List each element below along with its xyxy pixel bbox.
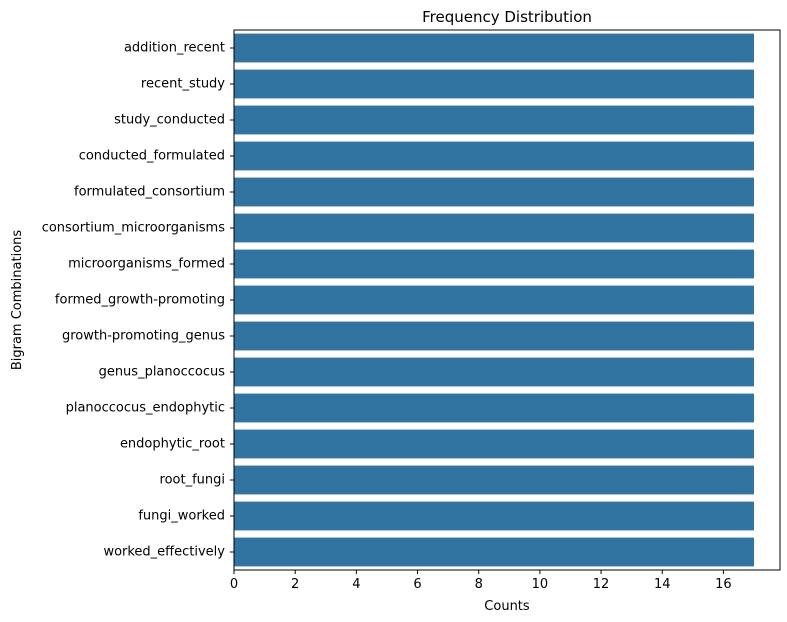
bar-addition_recent <box>234 33 754 63</box>
y-tick-label: consortium_microorganisms <box>42 221 226 236</box>
y-axis-label: Bigram Combinations <box>10 230 25 371</box>
y-tick-label: fungi_worked <box>138 509 225 524</box>
chart-title: Frequency Distribution <box>422 8 592 26</box>
bar-conducted_formulated <box>234 141 754 171</box>
y-tick-label: worked_effectively <box>103 545 225 560</box>
x-tick-group: 0 2 4 6 8 10 12 14 16 <box>230 570 732 592</box>
bars-group <box>234 33 754 567</box>
y-tick-label: planoccocus_endophytic <box>66 401 225 416</box>
bar-recent_study <box>234 69 754 99</box>
y-tick-label: growth-promoting_genus <box>62 329 225 344</box>
y-tick-label: conducted_formulated <box>79 149 225 164</box>
x-tick-label: 12 <box>593 577 610 592</box>
x-tick-label: 10 <box>532 577 549 592</box>
y-tick-group: addition_recent recent_study study_conduct… <box>42 41 234 560</box>
bar-study_conducted <box>234 105 754 135</box>
bar-genus_planoccocus <box>234 357 754 387</box>
bar-growth-promoting_genus <box>234 321 754 351</box>
bar-fungi_worked <box>234 501 754 531</box>
x-tick-label: 4 <box>352 577 360 592</box>
bar-consortium_microorganisms <box>234 213 754 243</box>
bar-planoccocus_endophytic <box>234 393 754 423</box>
bar-formed_growth-promoting <box>234 285 754 315</box>
y-tick-label: endophytic_root <box>120 437 225 452</box>
x-tick-label: 16 <box>715 577 732 592</box>
y-tick-label: formulated_consortium <box>74 185 225 200</box>
plot-frame <box>233 29 781 571</box>
x-tick-label: 14 <box>654 577 671 592</box>
bar-microorganisms_formed <box>234 249 754 279</box>
y-tick-label: addition_recent <box>124 41 225 56</box>
y-tick-label: genus_planoccocus <box>99 365 226 380</box>
x-tick-label: 8 <box>475 577 483 592</box>
bar-root_fungi <box>234 465 754 495</box>
x-axis-label: Counts <box>484 599 530 614</box>
y-tick-label: formed_growth-promoting <box>55 293 225 308</box>
bar-endophytic_root <box>234 429 754 459</box>
x-tick-label: 0 <box>230 577 238 592</box>
x-tick-label: 2 <box>291 577 299 592</box>
bar-formulated_consortium <box>234 177 754 207</box>
bar-worked_effectively <box>234 537 754 567</box>
x-tick-label: 6 <box>413 577 421 592</box>
y-tick-label: study_conducted <box>114 113 225 128</box>
y-tick-label: microorganisms_formed <box>68 257 225 272</box>
y-tick-label: root_fungi <box>160 473 225 488</box>
y-tick-label: recent_study <box>141 77 225 92</box>
